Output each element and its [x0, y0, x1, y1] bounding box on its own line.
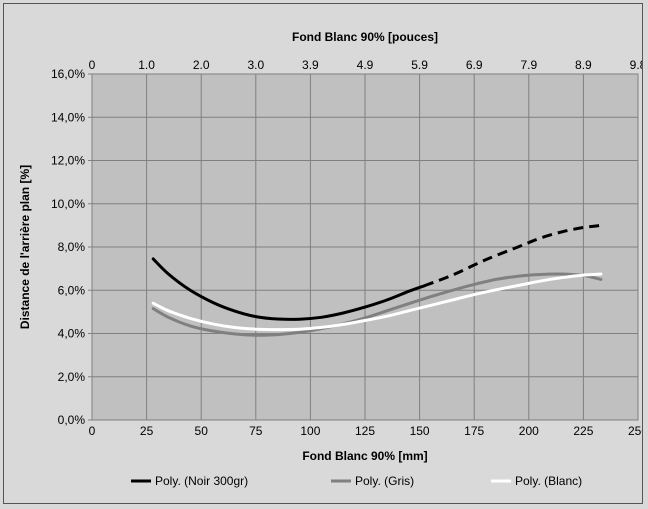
- x-tick-labels: 0 25 50 75 100 125 150 175 200 225 250: [89, 424, 648, 438]
- y-tick-label: 6,0%: [58, 283, 86, 297]
- chart-frame: 0,0% 2,0% 4,0% 6,0% 8,0% 10,0% 12,0% 14,0% 16,0%…: [3, 3, 648, 504]
- y-tick-label: 16,0%: [51, 67, 85, 81]
- legend-label: Poly. (Blanc): [515, 474, 582, 488]
- legend-label: Poly. (Noir 300gr): [155, 474, 248, 488]
- x-top-axis-title: Fond Blanc 90% [pouces]: [292, 30, 438, 44]
- y-axis-title: Distance de l'arrière plan [%]: [18, 165, 32, 329]
- x-top-tick-label: 3.9: [302, 58, 319, 72]
- x-top-tick-label: 6.9: [466, 58, 483, 72]
- y-tick-label: 10,0%: [51, 197, 85, 211]
- y-tick-label: 4,0%: [58, 327, 86, 341]
- legend-label: Poly. (Gris): [355, 474, 414, 488]
- x-top-tick-label: 4.9: [357, 58, 374, 72]
- x-top-tick-label: 1.0: [138, 58, 155, 72]
- series-line: [151, 257, 426, 321]
- x-axis-title: Fond Blanc 90% [mm]: [302, 449, 427, 463]
- series-line: [151, 272, 603, 337]
- x-top-tick-label: 5.9: [411, 58, 428, 72]
- y-tick-labels: 0,0% 2,0% 4,0% 6,0% 8,0% 10,0% 12,0% 14,0% 16,0%: [51, 67, 85, 427]
- y-tick-label: 14,0%: [51, 110, 85, 124]
- x-top-tick-label: 2.0: [193, 58, 210, 72]
- x-tick-label: 75: [249, 424, 263, 438]
- x-tick-label: 100: [300, 424, 320, 438]
- chart: 0,0% 2,0% 4,0% 6,0% 8,0% 10,0% 12,0% 14,0% 16,0%…: [18, 30, 648, 488]
- x-top-tick-label: 3.0: [247, 58, 264, 72]
- x-top-tick-label: 9.8: [630, 58, 642, 72]
- x-top-tick-label: 8.9: [575, 58, 592, 72]
- series-line-dashed: [423, 223, 602, 288]
- y-tick-label: 0,0%: [58, 413, 86, 427]
- x-tick-label: 125: [355, 424, 375, 438]
- x-top-tick-label: 7.9: [520, 58, 537, 72]
- y-tick-label: 8,0%: [58, 240, 86, 254]
- series-line: [151, 272, 603, 332]
- x-tick-label: 225: [573, 424, 593, 438]
- x-tick-label: 50: [195, 424, 209, 438]
- x-tick-label: 200: [519, 424, 539, 438]
- y-tick-label: 2,0%: [58, 370, 86, 384]
- grid: [88, 73, 639, 421]
- plot-border: [91, 73, 639, 421]
- series-group: [151, 223, 603, 337]
- x-tick-label: 25: [140, 424, 154, 438]
- x-tick-label: 250: [628, 424, 642, 438]
- x-tick-label: 0: [89, 424, 96, 438]
- legend: Poly. (Noir 300gr) Poly. (Gris) Poly. (Bla…: [131, 474, 582, 488]
- x-top-tick-labels: 0 1.0 2.0 3.0 3.9 4.9 5.9 6.9 7.9 8.9 9.8: [89, 58, 647, 72]
- y-tick-label: 12,0%: [51, 154, 85, 168]
- x-top-tick-label: 0: [89, 58, 96, 72]
- x-tick-label: 150: [410, 424, 430, 438]
- x-tick-label: 175: [464, 424, 484, 438]
